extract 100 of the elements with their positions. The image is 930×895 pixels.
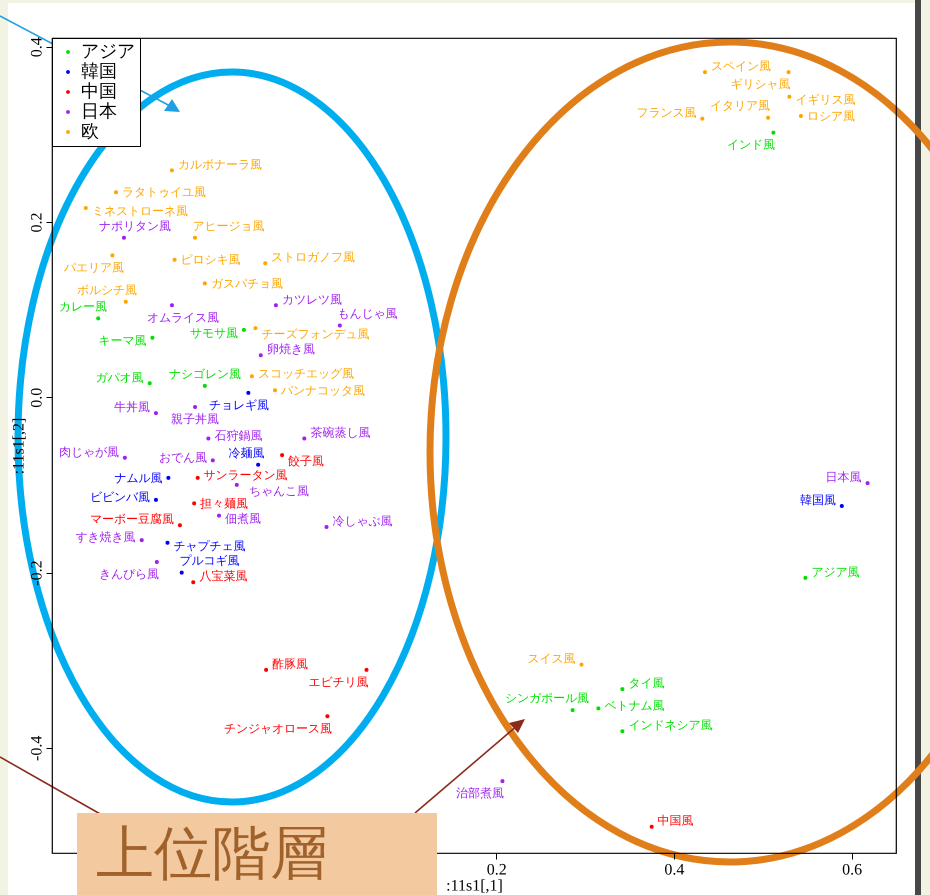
point xyxy=(202,384,207,388)
legend-label: 韓国 xyxy=(81,61,117,81)
point xyxy=(124,300,128,304)
point xyxy=(84,206,88,210)
point xyxy=(178,523,182,528)
y-tick-label: 0.0 xyxy=(28,388,46,408)
point xyxy=(258,353,263,358)
point xyxy=(180,570,184,575)
data-label: スペイン風 xyxy=(710,59,771,74)
point xyxy=(620,729,624,734)
point xyxy=(338,323,342,328)
annotation: 上位階層 xyxy=(96,819,328,887)
data-label: 治部煮風 xyxy=(456,786,504,800)
data-label: ちゃんこ風 xyxy=(248,484,309,498)
point xyxy=(148,381,152,386)
point xyxy=(250,374,254,378)
legend-label: 日本 xyxy=(81,101,117,121)
point xyxy=(840,504,844,508)
data-label: ストロガノフ風 xyxy=(271,250,356,264)
point xyxy=(165,540,170,545)
data-label: イギリス風 xyxy=(795,92,856,107)
data-label: ミネストローネ風 xyxy=(92,204,188,218)
point xyxy=(272,388,277,392)
data-label: チーズフォンデュ風 xyxy=(261,327,370,342)
legend-label: アジア xyxy=(81,41,135,61)
point xyxy=(191,580,196,584)
data-label: 韓国風 xyxy=(800,492,836,507)
y-axis-title: :11s1[,2] xyxy=(10,418,28,474)
data-label: ロシア風 xyxy=(806,108,855,123)
data-label: シンガポール風 xyxy=(504,691,589,706)
data-label: 牛丼風 xyxy=(114,400,150,414)
point xyxy=(702,70,707,74)
point xyxy=(771,130,776,135)
point xyxy=(150,336,154,340)
point xyxy=(302,436,306,440)
data-label: エビチリ風 xyxy=(308,674,369,689)
point xyxy=(280,453,284,458)
data-label: カツレツ風 xyxy=(282,292,342,306)
data-label: キーマ風 xyxy=(98,334,146,348)
point xyxy=(96,316,100,320)
data-label: パエリア風 xyxy=(62,260,124,274)
data-label: 八宝菜風 xyxy=(199,569,248,584)
point xyxy=(192,501,196,506)
point xyxy=(202,281,207,286)
x-axis-title: :11s1[,1] xyxy=(446,878,503,894)
data-label: チャプチェ風 xyxy=(173,538,246,553)
data-label: インド風 xyxy=(726,138,775,152)
point xyxy=(264,668,268,672)
point xyxy=(196,476,200,480)
data-label: 卵焼き風 xyxy=(266,342,315,356)
data-label: カルボナーラ風 xyxy=(178,157,262,172)
point xyxy=(234,482,239,487)
data-label: フランス風 xyxy=(636,106,696,120)
point xyxy=(217,514,222,518)
data-label: 肉じゃが風 xyxy=(58,444,119,459)
point xyxy=(253,326,258,330)
data-label: すき焼き風 xyxy=(76,530,136,544)
data-label: ナムル風 xyxy=(114,470,162,485)
data-label: アジア風 xyxy=(811,564,860,579)
point xyxy=(140,538,144,542)
point xyxy=(206,436,210,440)
legend-label: 欧 xyxy=(81,121,99,141)
data-label: きんぴら風 xyxy=(98,567,159,582)
data-label: スイス風 xyxy=(528,652,576,666)
point xyxy=(256,462,260,467)
data-label: 中国風 xyxy=(658,814,694,828)
data-label: 親子丼風 xyxy=(171,412,220,426)
data-label: チンジャオロース風 xyxy=(224,721,332,736)
data-label: 冷麺風 xyxy=(228,446,265,460)
data-label: 石狩鍋風 xyxy=(214,428,262,442)
point xyxy=(866,481,870,486)
point xyxy=(786,70,790,74)
legend-label: 中国 xyxy=(81,81,117,101)
data-label: ピロシキ風 xyxy=(180,252,241,267)
point xyxy=(263,261,268,266)
data-label: プルコギ風 xyxy=(180,554,240,568)
x-tick-label: 0.2 xyxy=(486,862,507,878)
data-label: おでん風 xyxy=(158,450,207,464)
data-label: ガスパチョ風 xyxy=(210,276,283,290)
point xyxy=(246,390,250,395)
point xyxy=(154,498,158,502)
data-label: ベトナム風 xyxy=(604,698,664,712)
point xyxy=(620,687,624,692)
data-label: 酢豚風 xyxy=(272,656,308,671)
point xyxy=(210,458,215,462)
data-label: パンナコッタ風 xyxy=(280,383,365,398)
data-label: インドネシア風 xyxy=(628,718,712,732)
point xyxy=(170,168,174,172)
data-label: イタリア風 xyxy=(710,98,770,113)
data-label: 佃煮風 xyxy=(225,512,262,526)
data-label: ギリシャ風 xyxy=(730,77,791,92)
point xyxy=(500,779,504,784)
data-label: 茶碗蒸し風 xyxy=(310,425,370,440)
point xyxy=(364,668,368,672)
x-tick-label: 0.4 xyxy=(664,862,684,878)
point xyxy=(114,190,118,194)
point xyxy=(324,525,329,529)
x-tick-label: 0.6 xyxy=(842,862,862,878)
y-tick-label: 0.2 xyxy=(28,212,46,233)
y-tick-label: 0.4 xyxy=(28,37,46,58)
